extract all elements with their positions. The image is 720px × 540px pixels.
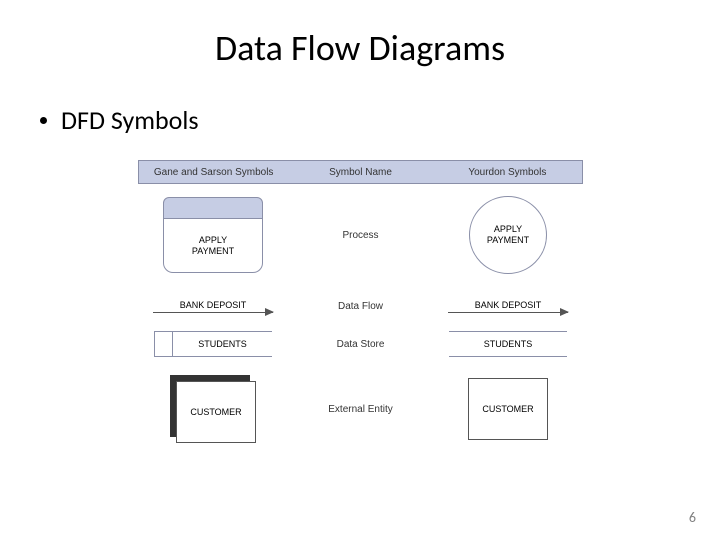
yourdon-process-symbol: APPLY PAYMENT — [469, 196, 547, 274]
slide: Data Flow Diagrams DFD Symbols Gane and … — [0, 0, 720, 540]
datastore-tab — [154, 331, 172, 357]
header-yourdon: Yourdon Symbols — [433, 167, 582, 178]
bullet-item: DFD Symbols — [40, 104, 680, 136]
process-label-1b: APPLY — [487, 224, 529, 235]
gane-sarson-dataflow-arrow-icon — [153, 312, 273, 313]
process-name: Process — [288, 230, 433, 241]
row-dataflow: BANK DEPOSIT Data Flow BANK DEPOSIT — [138, 300, 583, 313]
column-header-band: Gane and Sarson Symbols Symbol Name Your… — [138, 160, 583, 184]
dataflow-label-left: BANK DEPOSIT — [180, 300, 247, 310]
header-symbol-name: Symbol Name — [288, 167, 432, 178]
dataflow-label-right: BANK DEPOSIT — [475, 300, 542, 310]
process-label-1: APPLY — [192, 235, 234, 246]
dataflow-name: Data Flow — [288, 301, 433, 312]
gane-sarson-process-symbol: APPLY PAYMENT — [163, 197, 263, 273]
page-number: 6 — [689, 509, 696, 526]
process-header-bar — [163, 197, 263, 219]
bullet-dot-icon — [40, 117, 47, 124]
row-process: APPLY PAYMENT Process APPLY PAYMENT — [138, 196, 583, 274]
entity-label-right: CUSTOMER — [482, 404, 533, 414]
yourdon-entity-symbol: CUSTOMER — [468, 378, 548, 440]
header-gane-sarson: Gane and Sarson Symbols — [139, 167, 288, 178]
process-label-2: PAYMENT — [192, 246, 234, 257]
row-datastore: STUDENTS Data Store STUDENTS — [138, 331, 583, 357]
process-label-2b: PAYMENT — [487, 235, 529, 246]
yourdon-datastore-symbol: STUDENTS — [449, 331, 567, 357]
slide-title: Data Flow Diagrams — [40, 26, 680, 70]
row-entity: CUSTOMER External Entity CUSTOMER — [138, 375, 583, 443]
datastore-label-right: STUDENTS — [484, 339, 533, 349]
gane-sarson-datastore-symbol: STUDENTS — [154, 331, 272, 357]
dfd-symbols-figure: Gane and Sarson Symbols Symbol Name Your… — [138, 160, 583, 443]
process-body: APPLY PAYMENT — [163, 219, 263, 273]
entity-label-left: CUSTOMER — [176, 381, 256, 443]
bullet-text: DFD Symbols — [61, 104, 199, 136]
entity-name: External Entity — [288, 404, 433, 415]
datastore-label-left: STUDENTS — [172, 331, 272, 357]
gane-sarson-entity-symbol: CUSTOMER — [170, 375, 256, 443]
yourdon-dataflow-arrow-icon — [448, 312, 568, 313]
datastore-name: Data Store — [288, 339, 433, 350]
